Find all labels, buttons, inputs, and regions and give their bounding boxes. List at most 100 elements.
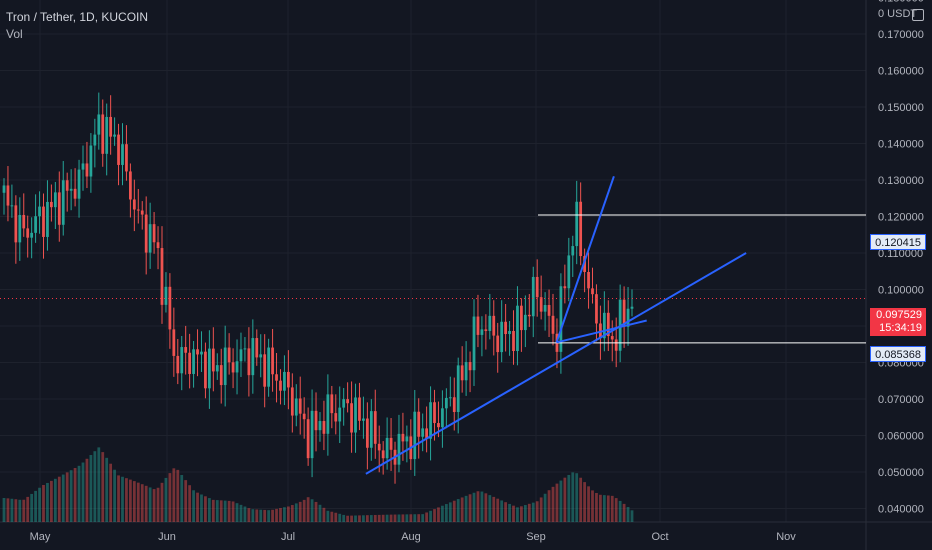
- volume-bar: [409, 514, 413, 522]
- volume-bar: [610, 495, 614, 522]
- volume-bar: [413, 514, 417, 522]
- volume-bar: [121, 476, 124, 522]
- candle-body: [65, 180, 69, 191]
- volume-bar: [504, 502, 507, 522]
- volume-bar: [385, 514, 389, 522]
- volume-bar: [255, 509, 259, 522]
- price-tick-label: 0.070000: [878, 394, 924, 406]
- level-top-tag: 0.120415: [870, 234, 926, 250]
- volume-bar: [97, 447, 101, 522]
- candle-body: [184, 347, 188, 353]
- volume-bar: [523, 505, 527, 522]
- square-menu-icon[interactable]: [912, 9, 924, 21]
- candle-body: [516, 305, 519, 352]
- candle-body: [464, 362, 468, 381]
- level-bottom-tag: 0.085368: [870, 346, 926, 362]
- candle-body: [132, 199, 136, 210]
- volume-bar: [219, 500, 223, 522]
- candle-body: [18, 214, 22, 243]
- candle-body: [535, 276, 539, 298]
- candle-body: [354, 397, 357, 433]
- volume-bar: [152, 489, 156, 522]
- volume-bar: [543, 493, 547, 522]
- price-tick-label: 0.060000: [878, 431, 924, 443]
- volume-bar: [606, 495, 610, 522]
- volume-bar: [192, 490, 195, 522]
- candle-body: [543, 305, 547, 312]
- candle-body: [294, 398, 298, 416]
- volume-bar: [160, 482, 164, 522]
- candle-body: [531, 276, 535, 317]
- candle-body: [156, 242, 160, 249]
- volume-bar: [46, 482, 49, 522]
- volume-bar: [18, 499, 22, 522]
- volume-bar: [587, 486, 590, 522]
- candle-body: [425, 428, 428, 439]
- volume-bar: [164, 477, 168, 522]
- volume-bar: [599, 494, 602, 522]
- candle-body: [401, 433, 405, 442]
- volume-bar: [204, 496, 207, 522]
- volume-bar: [2, 498, 6, 522]
- candle-body: [523, 314, 527, 331]
- candle-body: [472, 316, 476, 371]
- volume-bar: [547, 490, 551, 522]
- volume-bar: [227, 500, 231, 522]
- volume-bar: [81, 462, 85, 522]
- candle-body: [263, 354, 267, 387]
- candle-body: [626, 308, 630, 327]
- candle-body: [587, 271, 590, 289]
- volume-bar: [472, 492, 476, 522]
- volume-bar: [358, 515, 361, 522]
- candle-body: [267, 347, 271, 387]
- candle-body: [42, 206, 45, 237]
- volume-bar: [172, 468, 176, 522]
- candle-body: [290, 387, 294, 416]
- candle-body: [496, 335, 500, 353]
- candle-body: [121, 144, 124, 165]
- price-unit-label[interactable]: 0 USDT: [878, 8, 918, 20]
- volume-bar: [310, 499, 314, 522]
- candle-body: [369, 411, 373, 448]
- countdown-value: 15:34:19: [879, 322, 922, 334]
- volume-bar: [346, 515, 350, 522]
- candle-body: [362, 418, 365, 421]
- volume-bar: [113, 469, 116, 522]
- volume-bar: [516, 507, 519, 522]
- candle-body: [204, 351, 207, 389]
- volume-bar: [496, 498, 500, 522]
- volume-bar: [433, 509, 436, 522]
- volume-bar: [602, 495, 606, 522]
- candle-body: [330, 394, 334, 414]
- candle-body: [539, 297, 543, 312]
- volume-bar: [215, 500, 219, 522]
- volume-bar: [626, 507, 630, 522]
- price-tick-label: 0.170000: [878, 29, 924, 41]
- volume-bar: [365, 515, 369, 522]
- candle-body: [53, 192, 57, 208]
- symbol-title[interactable]: Tron / Tether, 1D, KUCOIN: [6, 10, 149, 24]
- volume-label[interactable]: Vol: [6, 27, 23, 41]
- volume-bar: [362, 515, 365, 522]
- volume-bar: [354, 515, 357, 522]
- candle-body: [176, 355, 180, 374]
- candle-body: [188, 352, 192, 374]
- volume-bar: [464, 495, 468, 522]
- candle-body: [200, 351, 203, 355]
- price-tick-label: 0.160000: [878, 66, 924, 78]
- volume-bar: [200, 494, 203, 522]
- time-tick-label: Aug: [401, 531, 421, 543]
- candle-body: [575, 201, 579, 247]
- price-tick-label: 0.110000: [878, 248, 923, 260]
- candle-body: [81, 163, 85, 170]
- candle-body: [302, 413, 306, 420]
- volume-bar: [298, 501, 302, 522]
- candle-body: [342, 399, 346, 408]
- volume-bar: [208, 498, 211, 522]
- candle-body: [547, 305, 551, 316]
- volume-bar: [551, 486, 555, 522]
- volume-bar: [271, 509, 274, 522]
- volume-bar: [65, 472, 69, 522]
